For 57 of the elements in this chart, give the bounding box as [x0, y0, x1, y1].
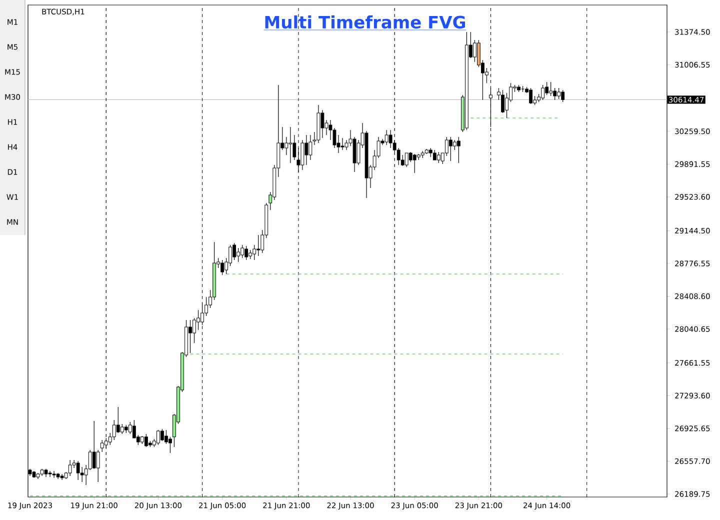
candlestick	[160, 428, 164, 442]
candlestick	[240, 244, 244, 258]
candlestick	[432, 150, 436, 160]
candlestick	[545, 82, 549, 96]
candlestick	[164, 430, 168, 444]
candlestick	[388, 130, 392, 148]
candlestick	[452, 140, 456, 150]
candlestick	[529, 88, 532, 104]
candlestick	[220, 260, 224, 276]
candlestick	[553, 88, 557, 100]
candlestick	[92, 420, 96, 470]
candlestick	[288, 126, 292, 164]
candlestick	[501, 90, 504, 114]
candlestick	[188, 320, 192, 354]
candlestick	[436, 152, 440, 164]
candlestick	[473, 40, 476, 62]
candlestick	[96, 450, 100, 482]
candlestick	[284, 136, 288, 156]
candlestick	[192, 318, 196, 344]
candlestick	[252, 244, 256, 260]
candlestick	[320, 110, 324, 138]
candlestick	[132, 420, 136, 438]
candlestick	[448, 136, 452, 162]
candlestick	[244, 246, 248, 260]
candlestick	[561, 90, 565, 102]
candlestick	[292, 134, 296, 160]
candlestick	[228, 244, 232, 266]
candlestick	[236, 248, 240, 262]
candlestick	[48, 470, 52, 478]
candlestick	[404, 152, 408, 168]
candlestick	[557, 88, 561, 100]
candlestick	[68, 460, 72, 476]
candlestick	[100, 440, 104, 452]
candlestick	[456, 136, 460, 164]
candlestick	[76, 460, 80, 480]
candlestick	[112, 420, 116, 440]
candlestick	[120, 424, 124, 434]
candlestick	[156, 430, 160, 446]
candlestick	[408, 152, 412, 162]
candlestick	[168, 436, 172, 454]
candlestick	[412, 154, 416, 174]
candlestick	[144, 434, 148, 448]
candlestick	[116, 406, 120, 434]
candlestick	[384, 130, 388, 146]
candlestick	[428, 148, 432, 158]
candlestick	[80, 466, 84, 482]
candlestick	[232, 242, 236, 260]
candlestick	[256, 234, 260, 256]
candlestick	[196, 310, 200, 330]
candlestick	[340, 138, 344, 150]
candlestick	[304, 134, 308, 166]
candlestick	[52, 470, 56, 478]
candlestick	[248, 250, 252, 260]
candlestick	[128, 422, 132, 434]
candlestick	[541, 84, 545, 100]
chart-title: Multi Timeframe FVG	[265, 15, 466, 29]
candlestick	[549, 82, 553, 96]
